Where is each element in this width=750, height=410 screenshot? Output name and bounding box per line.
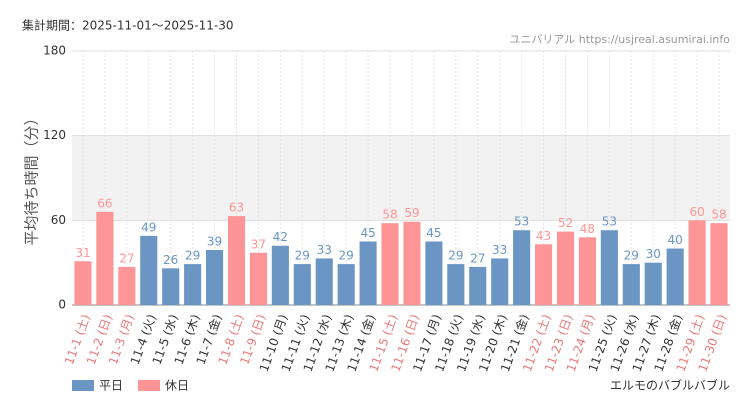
bar xyxy=(74,261,92,305)
legend-swatch xyxy=(138,380,160,391)
bar xyxy=(491,258,509,305)
bar xyxy=(403,221,421,305)
value-label: 52 xyxy=(558,216,573,230)
bar xyxy=(688,220,706,305)
bar xyxy=(359,241,377,305)
bar xyxy=(249,252,267,305)
value-label: 45 xyxy=(426,226,441,240)
value-label: 33 xyxy=(317,243,332,257)
value-label: 27 xyxy=(470,251,485,265)
value-label: 31 xyxy=(75,246,90,260)
value-label: 29 xyxy=(339,249,354,263)
bar xyxy=(425,241,443,305)
bar xyxy=(578,237,596,305)
bar xyxy=(293,264,311,305)
value-label: 66 xyxy=(97,196,112,210)
bar xyxy=(162,268,180,305)
value-label: 53 xyxy=(602,215,617,229)
value-label: 29 xyxy=(295,249,310,263)
chart-title: エルモのバブルバブル xyxy=(610,378,730,393)
value-label: 58 xyxy=(382,208,397,222)
bar xyxy=(118,266,136,305)
bar xyxy=(666,248,684,305)
value-label: 29 xyxy=(185,249,200,263)
bar xyxy=(184,264,202,305)
bar xyxy=(644,262,662,305)
y-tick-label: 180 xyxy=(43,44,66,58)
subtitle: 集計期間：2025-11-01～2025-11-30 xyxy=(22,18,233,33)
value-label: 43 xyxy=(536,229,551,243)
value-label: 37 xyxy=(251,237,266,251)
bar xyxy=(556,231,575,305)
value-label: 29 xyxy=(448,249,463,263)
legend-label: 休日 xyxy=(165,379,189,393)
bar xyxy=(140,235,158,305)
bar xyxy=(469,266,487,305)
bar xyxy=(447,264,465,305)
bar xyxy=(710,223,728,305)
value-label: 29 xyxy=(624,249,639,263)
value-label: 39 xyxy=(207,234,222,248)
shaded-band xyxy=(72,135,730,221)
value-label: 49 xyxy=(141,220,156,234)
value-label: 63 xyxy=(229,201,244,215)
value-label: 48 xyxy=(580,222,595,236)
bar xyxy=(315,258,333,305)
y-tick-label: 120 xyxy=(43,128,66,142)
value-label: 30 xyxy=(646,247,661,261)
bar xyxy=(96,211,114,305)
bar xyxy=(337,264,355,305)
y-axis-label: 平均待ち時間（分） xyxy=(23,110,41,245)
value-label: 59 xyxy=(404,206,419,220)
bar xyxy=(227,216,246,305)
value-label: 27 xyxy=(119,251,134,265)
value-label: 40 xyxy=(668,233,683,247)
value-label: 53 xyxy=(514,215,529,229)
bar xyxy=(206,249,224,305)
value-label: 60 xyxy=(689,205,704,219)
value-label: 42 xyxy=(273,230,288,244)
y-tick-label: 0 xyxy=(58,298,66,312)
value-label: 33 xyxy=(492,243,507,257)
bar xyxy=(622,264,640,305)
bar xyxy=(381,223,399,305)
legend-label: 平日 xyxy=(99,379,123,393)
y-tick-label: 60 xyxy=(51,213,66,227)
bar xyxy=(271,245,289,305)
legend-swatch xyxy=(72,380,94,391)
value-label: 26 xyxy=(163,253,178,267)
value-label: 45 xyxy=(360,226,375,240)
bar xyxy=(535,244,553,305)
bar xyxy=(513,230,531,305)
value-label: 58 xyxy=(711,208,726,222)
bar xyxy=(600,230,618,305)
source: ユニバリアル https://usjreal.asumirai.info xyxy=(509,33,730,46)
